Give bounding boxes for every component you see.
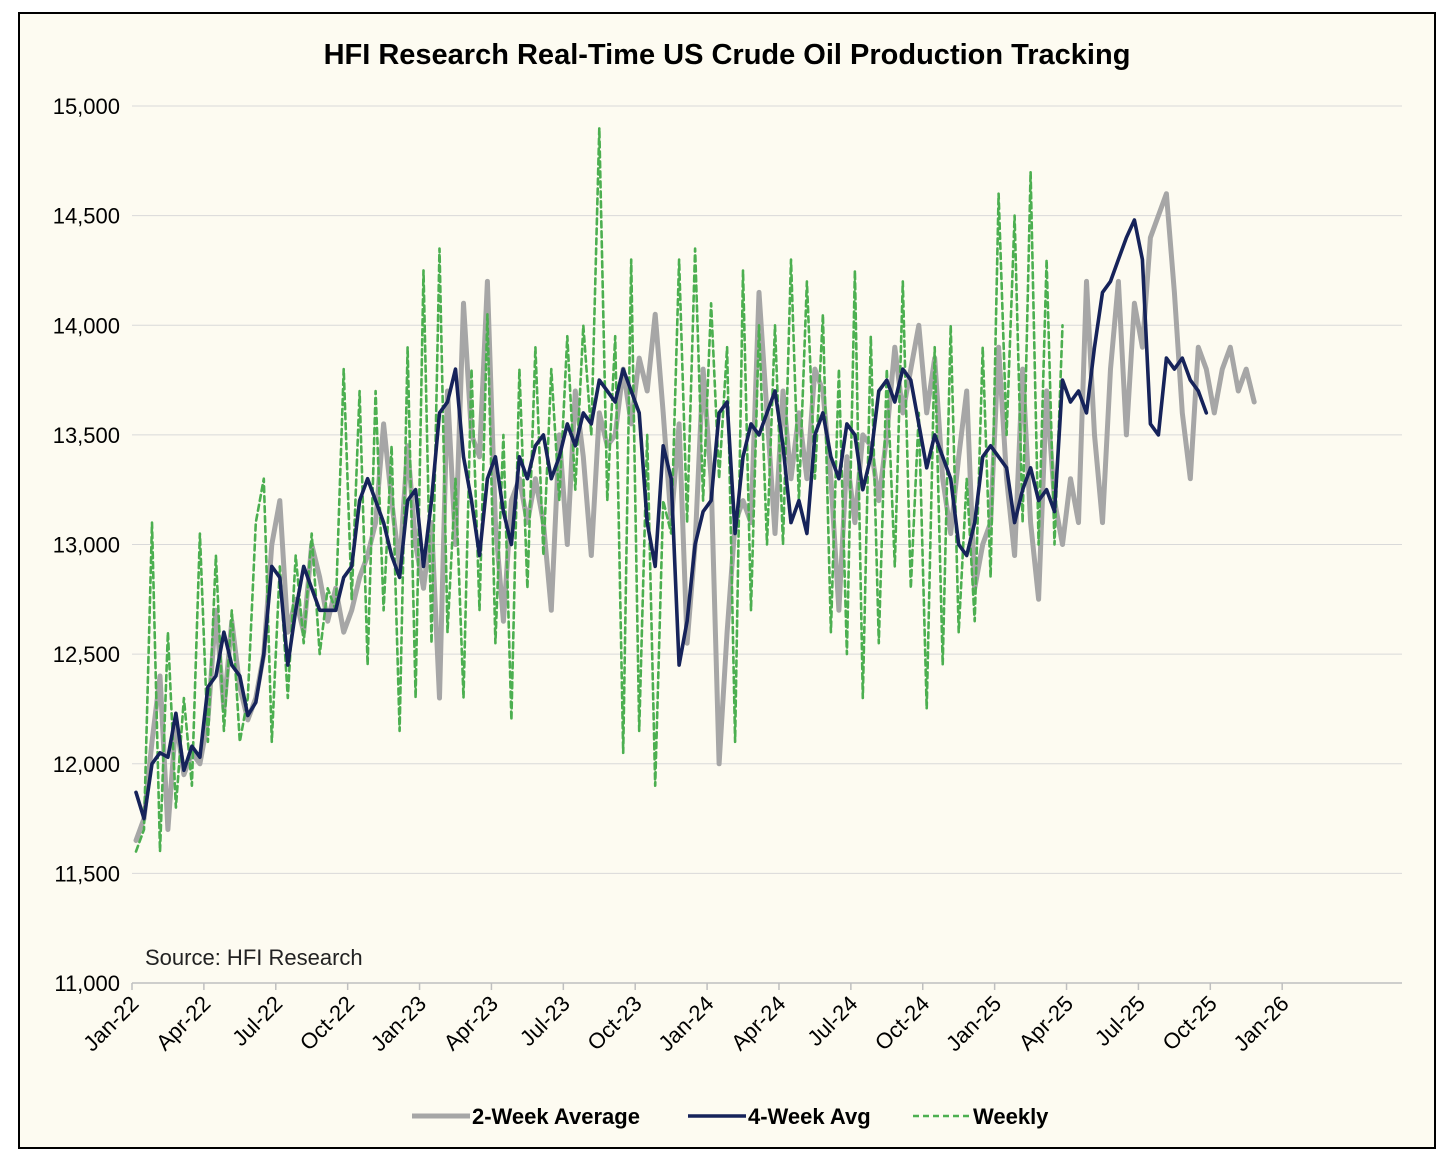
series-line-4-week-avg [134,218,1209,821]
x-tick-label: Apr-22 [151,991,215,1055]
y-tick-label: 13,500 [53,423,120,448]
x-tick-label: Oct-23 [582,991,646,1055]
x-tick-label: Jul-25 [1090,991,1150,1051]
x-tick-label: Jul-24 [802,991,862,1051]
x-tick-label: Oct-22 [295,991,359,1055]
y-tick-label: 14,000 [53,313,120,338]
x-tick-label: Jul-22 [227,991,287,1051]
x-tick-label: Oct-25 [1157,991,1221,1055]
x-axis: Jan-22 Apr-22 Jul-22 Oct-22 Jan-23 Apr-23 Jul-… [78,982,1402,1056]
x-tick-label: Jan-22 [78,991,143,1056]
x-tick-label: Apr-23 [439,991,503,1055]
x-tick-label: Oct-24 [870,991,934,1055]
legend-label: 2-Week Average [472,1104,640,1129]
y-tick-label: 14,500 [53,204,120,229]
chart-frame: HFI Research Real-Time US Crude Oil Prod… [18,12,1436,1149]
x-tick-label: Apr-24 [726,991,790,1055]
series-lines [133,126,1257,853]
x-tick-label: Jan-24 [653,991,718,1056]
legend-label: Weekly [973,1104,1049,1129]
y-tick-label: 15,000 [53,94,120,119]
legend: 2-Week Average 4-Week Avg Weekly [412,1104,1049,1129]
legend-label: 4-Week Avg [748,1104,871,1129]
y-tick-label: 11,500 [54,861,120,886]
y-tick-label: 12,000 [53,752,120,777]
y-tick-label: 11,000 [54,971,120,996]
x-tick-label: Jan-26 [1228,991,1293,1056]
y-axis-ticks: 11,000 11,500 12,000 12,500 13,000 13,500 14,0… [53,94,120,996]
source-note: Source: HFI Research [145,945,363,970]
y-tick-label: 13,000 [53,533,120,558]
x-tick-label: Jul-23 [515,991,575,1051]
y-tick-label: 12,500 [53,642,120,667]
x-tick-label: Jan-23 [366,991,431,1056]
x-tick-label: Apr-25 [1014,991,1078,1055]
line-chart: HFI Research Real-Time US Crude Oil Prod… [53,39,1402,1129]
series-line-weekly [134,126,1064,853]
chart-title: HFI Research Real-Time US Crude Oil Prod… [324,39,1131,71]
x-tick-label: Jan-25 [941,991,1006,1056]
